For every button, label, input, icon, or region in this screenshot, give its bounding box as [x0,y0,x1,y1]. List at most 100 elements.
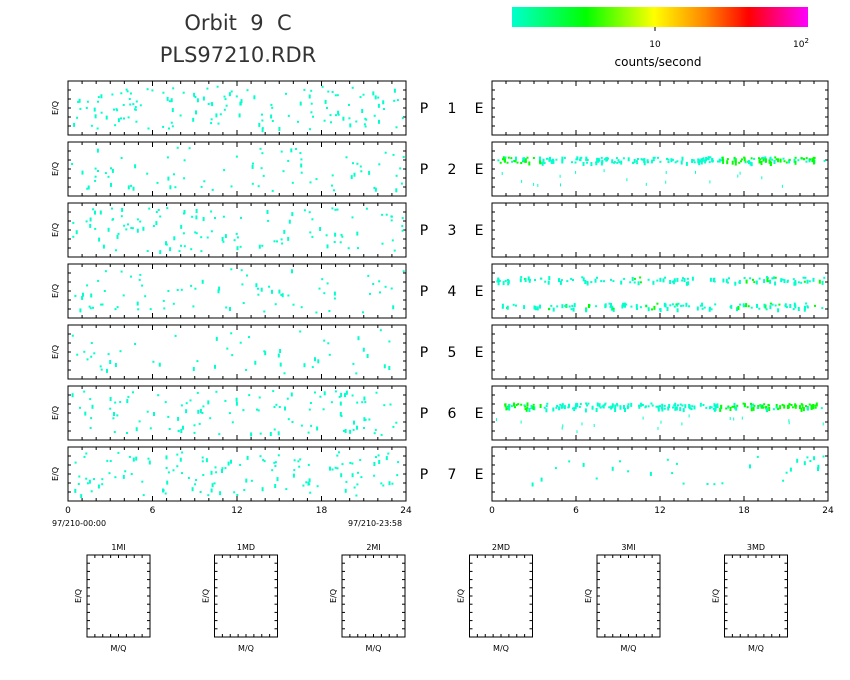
count-point [192,117,195,122]
count-point [239,245,242,248]
count-point [771,303,774,306]
count-point [146,410,149,413]
count-point [630,402,633,407]
mini-title: 1MI [111,543,125,552]
count-point [513,160,516,162]
count-point [496,418,497,422]
count-point [104,172,107,175]
count-point [308,478,311,483]
count-point [365,207,368,210]
count-point [274,303,277,306]
count-point [149,308,152,311]
count-point [373,474,376,477]
count-point [786,279,789,282]
count-point [598,403,601,408]
count-point [130,227,133,229]
count-point [788,159,791,164]
count-point [233,239,236,242]
count-point [705,406,708,409]
count-point [168,100,171,103]
count-point [573,407,576,412]
count-point [114,401,117,404]
count-point [728,277,730,280]
count-point [743,157,746,162]
count-point [582,462,585,467]
count-point [136,228,139,233]
count-point [388,481,391,486]
count-point [698,159,701,164]
count-point [773,160,776,164]
count-point [359,459,362,461]
count-point [117,232,120,235]
count-point [322,408,325,411]
colorbar-tick-base: 10 [793,40,805,50]
count-point [283,229,286,234]
count-point [812,406,814,409]
count-point [364,125,367,128]
count-point [174,334,177,337]
count-point [622,157,625,160]
count-point [504,158,506,163]
count-point [586,161,589,164]
count-point [84,411,87,416]
count-point [657,426,659,430]
count-point [182,232,185,235]
count-point [681,156,684,161]
count-point [379,291,381,294]
count-point [157,394,160,397]
count-point [737,306,740,310]
count-point [733,158,736,161]
count-point [351,462,354,465]
count-point [245,478,248,483]
count-point [542,158,545,163]
count-point [383,108,385,110]
count-point [141,480,144,483]
count-point [277,454,280,457]
count-point [587,402,590,405]
count-point [548,308,550,311]
count-point [391,482,394,485]
count-point [89,427,92,429]
count-point [93,107,96,112]
count-point [507,156,510,159]
count-point [263,310,266,313]
count-point [779,158,782,163]
count-point [248,336,250,339]
count-point [576,430,578,434]
count-point [750,402,752,405]
count-point [202,96,205,101]
count-point [218,433,221,436]
count-point [74,294,77,297]
mini-title: 2MI [366,543,380,552]
count-point [623,302,626,305]
count-point [806,306,809,309]
count-point [214,466,217,469]
count-point [328,310,331,312]
count-point [701,307,704,310]
count-point [193,431,196,434]
count-point [768,161,771,164]
count-point [765,407,768,412]
count-point [129,103,132,106]
count-point [611,466,614,471]
count-point [586,159,589,161]
count-point [230,459,232,464]
count-point [813,456,816,461]
count-point [299,458,302,461]
count-point [323,339,326,342]
count-point [565,304,568,307]
count-point [300,306,303,309]
count-point [256,408,258,411]
count-point [806,456,809,459]
count-point [182,425,184,430]
count-point [580,156,583,159]
count-point [711,158,714,161]
count-point [236,246,239,251]
count-point [585,308,588,313]
count-point [111,218,114,221]
count-point [230,185,233,188]
count-point [263,460,266,463]
count-point [211,102,214,107]
count-point [330,401,333,404]
count-point [729,305,732,308]
